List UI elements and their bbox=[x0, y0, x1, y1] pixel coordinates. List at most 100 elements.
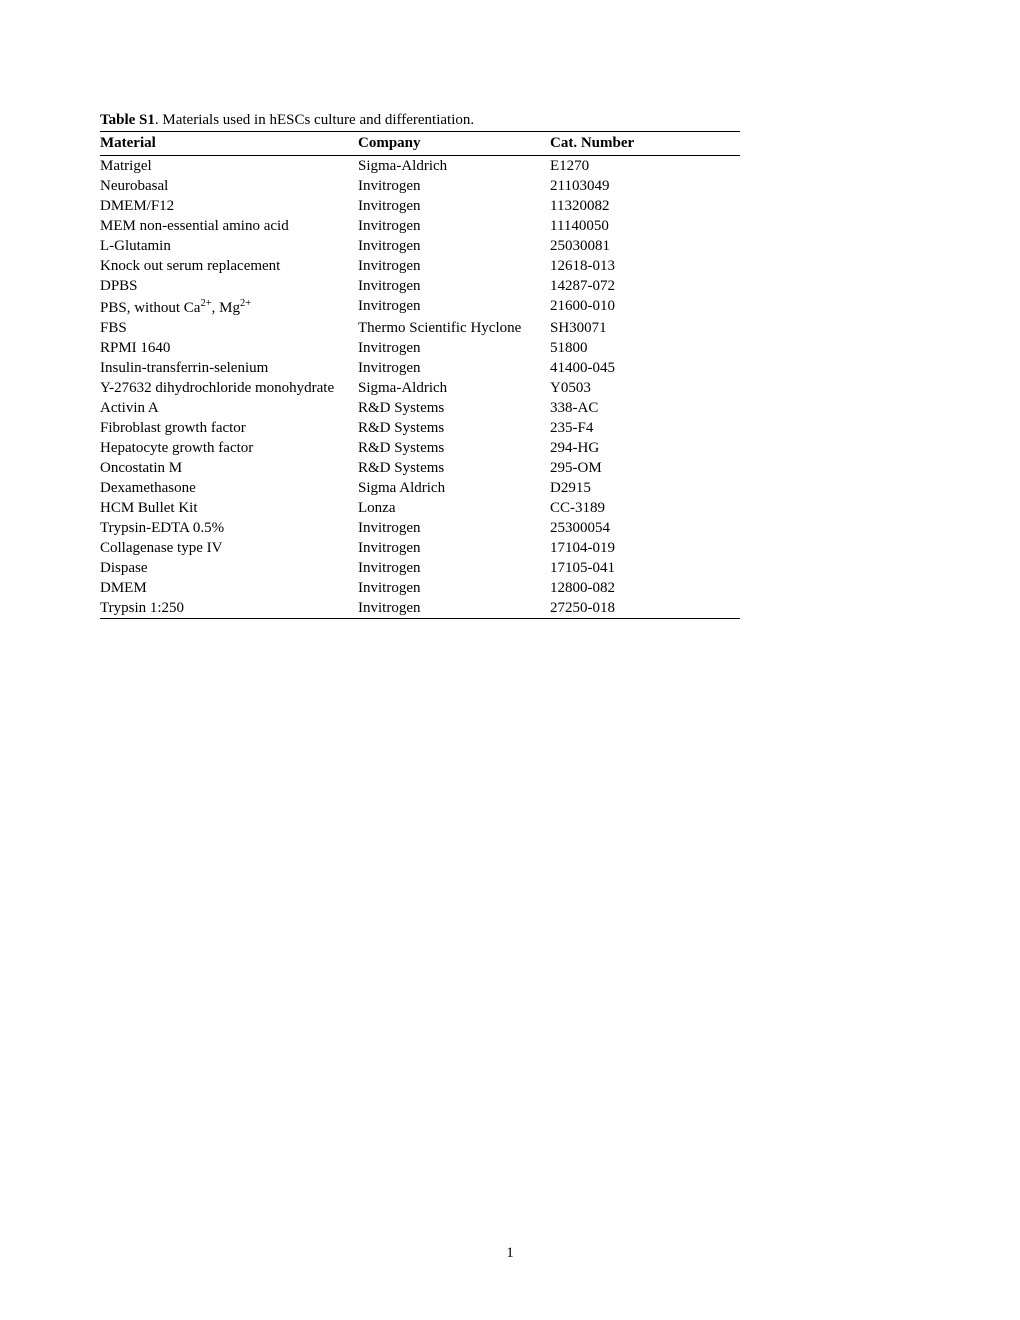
table-caption-text: . Materials used in hESCs culture and di… bbox=[155, 112, 474, 128]
cell-cat-number: SH30071 bbox=[550, 318, 740, 338]
cell-company: Invitrogen bbox=[358, 518, 550, 538]
column-header-cat: Cat. Number bbox=[550, 132, 740, 156]
cell-cat-number: 11320082 bbox=[550, 196, 740, 216]
cell-cat-number: Y0503 bbox=[550, 378, 740, 398]
cell-company: Invitrogen bbox=[358, 276, 550, 296]
table-row: DPBSInvitrogen14287-072 bbox=[100, 276, 740, 296]
table-row: Knock out serum replacementInvitrogen126… bbox=[100, 256, 740, 276]
cell-company: Invitrogen bbox=[358, 196, 550, 216]
table-row: Insulin-transferrin-seleniumInvitrogen41… bbox=[100, 358, 740, 378]
cell-company: Sigma-Aldrich bbox=[358, 378, 550, 398]
cell-material: DMEM bbox=[100, 578, 358, 598]
table-row: Fibroblast growth factorR&D Systems235-F… bbox=[100, 418, 740, 438]
cell-company: Invitrogen bbox=[358, 236, 550, 256]
cell-company: Invitrogen bbox=[358, 338, 550, 358]
cell-company: Invitrogen bbox=[358, 558, 550, 578]
cell-cat-number: CC-3189 bbox=[550, 498, 740, 518]
cell-cat-number: 27250-018 bbox=[550, 598, 740, 619]
table-row: Trypsin-EDTA 0.5%Invitrogen25300054 bbox=[100, 518, 740, 538]
cell-material: Matrigel bbox=[100, 156, 358, 177]
table-row: L-GlutaminInvitrogen25030081 bbox=[100, 236, 740, 256]
cell-material: Neurobasal bbox=[100, 176, 358, 196]
cell-material: PBS, without Ca2+, Mg2+ bbox=[100, 296, 358, 318]
cell-cat-number: 17104-019 bbox=[550, 538, 740, 558]
table-row: MatrigelSigma-AldrichE1270 bbox=[100, 156, 740, 177]
cell-cat-number: E1270 bbox=[550, 156, 740, 177]
cell-material: Dispase bbox=[100, 558, 358, 578]
cell-company: Invitrogen bbox=[358, 256, 550, 276]
cell-company: R&D Systems bbox=[358, 438, 550, 458]
cell-material: HCM Bullet Kit bbox=[100, 498, 358, 518]
cell-cat-number: 25300054 bbox=[550, 518, 740, 538]
cell-material: MEM non-essential amino acid bbox=[100, 216, 358, 236]
cell-company: R&D Systems bbox=[358, 418, 550, 438]
cell-company: R&D Systems bbox=[358, 398, 550, 418]
cell-company: Invitrogen bbox=[358, 358, 550, 378]
table-row: Activin AR&D Systems338-AC bbox=[100, 398, 740, 418]
table-body: MatrigelSigma-AldrichE1270NeurobasalInvi… bbox=[100, 156, 740, 619]
cell-material: DMEM/F12 bbox=[100, 196, 358, 216]
table-row: FBSThermo Scientific HycloneSH30071 bbox=[100, 318, 740, 338]
cell-material: Y-27632 dihydrochloride monohydrate bbox=[100, 378, 358, 398]
cell-company: Invitrogen bbox=[358, 216, 550, 236]
cell-cat-number: 25030081 bbox=[550, 236, 740, 256]
cell-company: Invitrogen bbox=[358, 538, 550, 558]
cell-material: Dexamethasone bbox=[100, 478, 358, 498]
cell-material: Collagenase type IV bbox=[100, 538, 358, 558]
table-row: DMEM/F12Invitrogen11320082 bbox=[100, 196, 740, 216]
cell-company: R&D Systems bbox=[358, 458, 550, 478]
cell-company: Invitrogen bbox=[358, 598, 550, 619]
cell-company: Lonza bbox=[358, 498, 550, 518]
table-row: Hepatocyte growth factorR&D Systems294-H… bbox=[100, 438, 740, 458]
materials-table: Material Company Cat. Number MatrigelSig… bbox=[100, 131, 740, 619]
cell-material: Hepatocyte growth factor bbox=[100, 438, 358, 458]
column-header-company: Company bbox=[358, 132, 550, 156]
cell-material: Trypsin-EDTA 0.5% bbox=[100, 518, 358, 538]
cell-cat-number: 12618-013 bbox=[550, 256, 740, 276]
cell-cat-number: 11140050 bbox=[550, 216, 740, 236]
table-row: Collagenase type IVInvitrogen17104-019 bbox=[100, 538, 740, 558]
cell-material: Knock out serum replacement bbox=[100, 256, 358, 276]
cell-cat-number: 14287-072 bbox=[550, 276, 740, 296]
table-row: HCM Bullet KitLonzaCC-3189 bbox=[100, 498, 740, 518]
cell-company: Invitrogen bbox=[358, 578, 550, 598]
cell-cat-number: 41400-045 bbox=[550, 358, 740, 378]
cell-cat-number: 338-AC bbox=[550, 398, 740, 418]
cell-material: Insulin-transferrin-selenium bbox=[100, 358, 358, 378]
cell-cat-number: 17105-041 bbox=[550, 558, 740, 578]
table-row: NeurobasalInvitrogen21103049 bbox=[100, 176, 740, 196]
cell-cat-number: 21103049 bbox=[550, 176, 740, 196]
cell-material: FBS bbox=[100, 318, 358, 338]
cell-cat-number: 51800 bbox=[550, 338, 740, 358]
table-row: PBS, without Ca2+, Mg2+Invitrogen21600-0… bbox=[100, 296, 740, 318]
table-header-row: Material Company Cat. Number bbox=[100, 132, 740, 156]
table-row: Trypsin 1:250Invitrogen27250-018 bbox=[100, 598, 740, 619]
table-row: Y-27632 dihydrochloride monohydrateSigma… bbox=[100, 378, 740, 398]
cell-company: Sigma-Aldrich bbox=[358, 156, 550, 177]
cell-cat-number: 21600-010 bbox=[550, 296, 740, 318]
table-caption: Table S1. Materials used in hESCs cultur… bbox=[100, 112, 920, 129]
page-number: 1 bbox=[0, 1245, 1020, 1262]
cell-material: DPBS bbox=[100, 276, 358, 296]
cell-material: Activin A bbox=[100, 398, 358, 418]
cell-company: Invitrogen bbox=[358, 176, 550, 196]
cell-cat-number: D2915 bbox=[550, 478, 740, 498]
cell-company: Sigma Aldrich bbox=[358, 478, 550, 498]
table-row: DexamethasoneSigma AldrichD2915 bbox=[100, 478, 740, 498]
cell-company: Thermo Scientific Hyclone bbox=[358, 318, 550, 338]
cell-cat-number: 294-HG bbox=[550, 438, 740, 458]
table-caption-label: Table S1 bbox=[100, 112, 155, 128]
table-row: DMEMInvitrogen12800-082 bbox=[100, 578, 740, 598]
table-row: DispaseInvitrogen17105-041 bbox=[100, 558, 740, 578]
table-row: MEM non-essential amino acidInvitrogen11… bbox=[100, 216, 740, 236]
cell-cat-number: 295-OM bbox=[550, 458, 740, 478]
table-row: Oncostatin MR&D Systems295-OM bbox=[100, 458, 740, 478]
cell-cat-number: 235-F4 bbox=[550, 418, 740, 438]
cell-material: Fibroblast growth factor bbox=[100, 418, 358, 438]
document-page: Table S1. Materials used in hESCs cultur… bbox=[0, 0, 1020, 619]
cell-material: Oncostatin M bbox=[100, 458, 358, 478]
cell-cat-number: 12800-082 bbox=[550, 578, 740, 598]
cell-company: Invitrogen bbox=[358, 296, 550, 318]
cell-material: Trypsin 1:250 bbox=[100, 598, 358, 619]
column-header-material: Material bbox=[100, 132, 358, 156]
